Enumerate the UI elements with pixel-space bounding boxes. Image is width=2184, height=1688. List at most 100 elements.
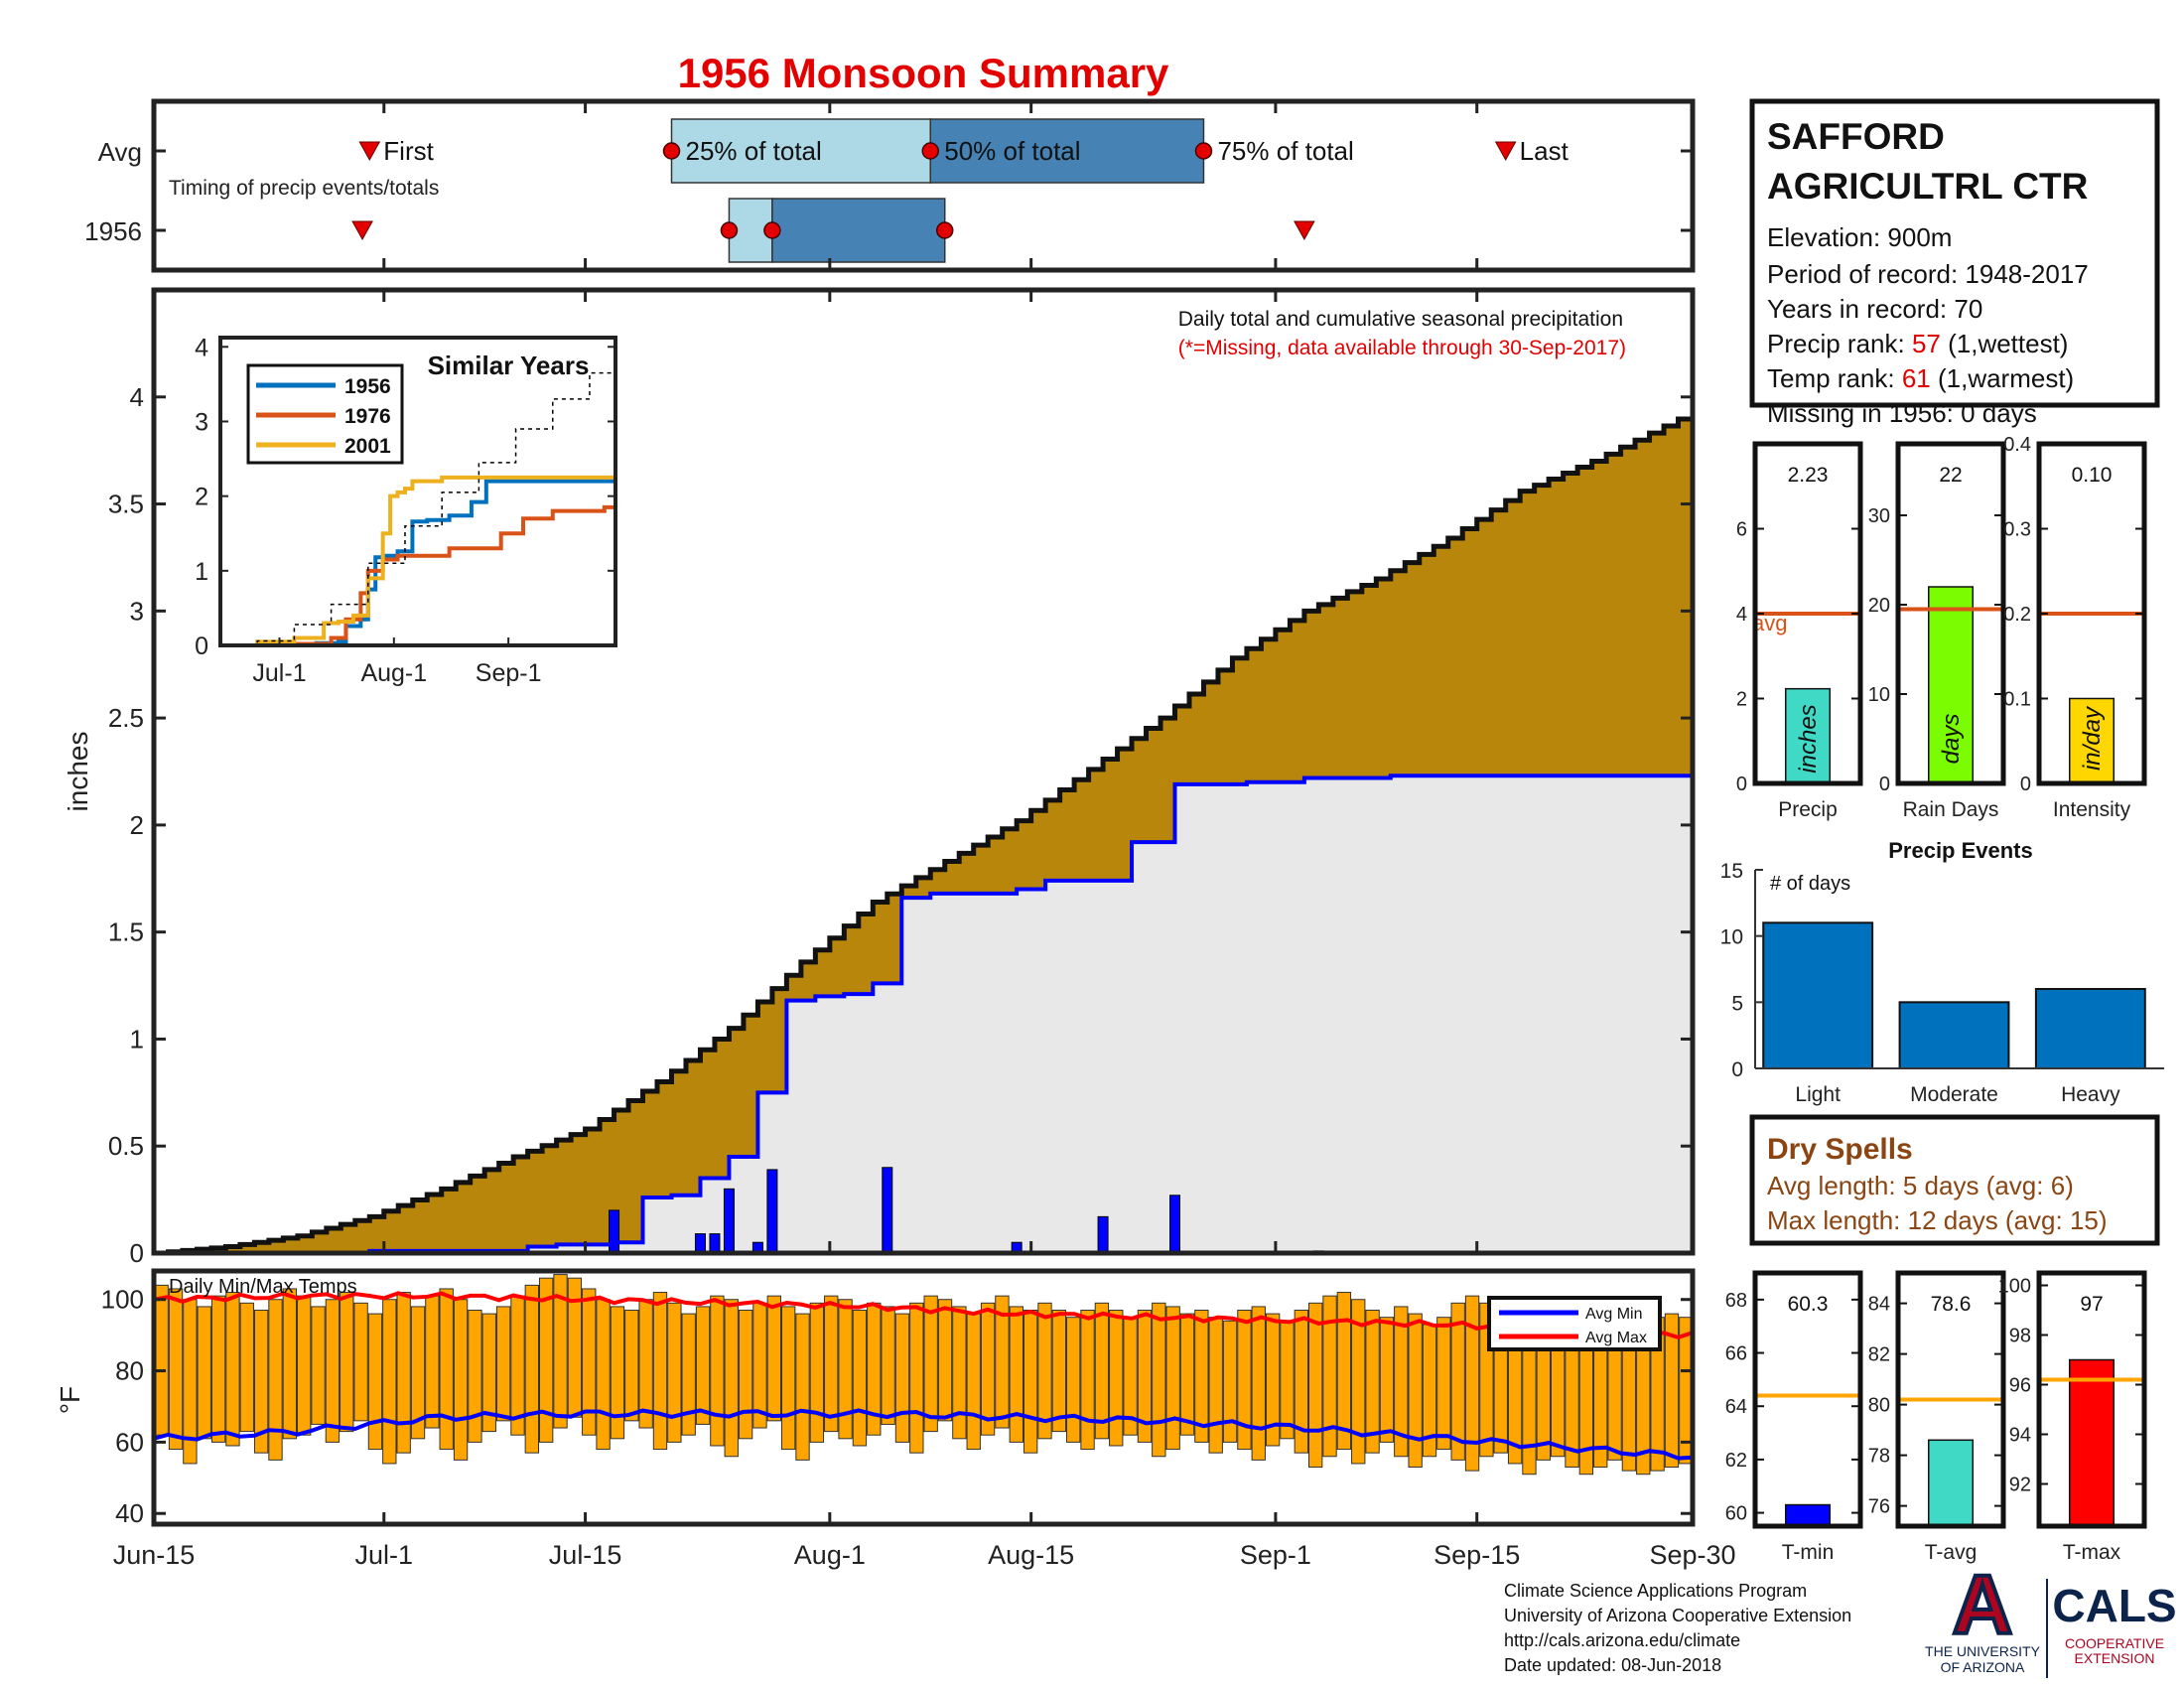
daily-temp-bar <box>681 1313 696 1436</box>
summary-panel-t-max: 92 94 96 98 100 97 T-max <box>1998 1270 2147 1564</box>
main-axes: 0 0.5 1 1.5 2 2.5 3 3.5 4 <box>108 290 1695 1268</box>
main-y-tick-label: 2.5 <box>108 703 144 733</box>
daily-temp-bar <box>396 1292 411 1454</box>
event-bar <box>2034 988 2146 1069</box>
panel-y-tick-label: 6 <box>1736 519 1747 541</box>
inset-x-tick-label: Jul-1 <box>252 659 306 687</box>
inset-legend-label: 2001 <box>344 435 391 458</box>
year-75-marker <box>935 221 954 239</box>
legend-avg-max-label: Avg Max <box>1585 1330 1647 1346</box>
avg-min-line <box>153 1408 1694 1461</box>
daily-temp-bar <box>582 1288 597 1436</box>
daily-temp-bar <box>1294 1310 1309 1454</box>
daily-precip-bar <box>723 1188 735 1254</box>
timing-frame <box>151 98 1696 273</box>
daily-temp-bar <box>995 1295 1010 1429</box>
daily-temp-bar <box>1450 1302 1465 1461</box>
daily-temp-bar <box>1194 1310 1209 1443</box>
panel-y-tick-label: 0.3 <box>2003 519 2031 541</box>
daily-temp-bar <box>154 1284 169 1436</box>
panel-y-tick-label: 66 <box>1725 1343 1747 1365</box>
panel-y-tick-label: 60 <box>1725 1503 1747 1525</box>
summary-panel-intensity: 0 0.1 0.2 0.3 0.4 0.10 in/day Intensity <box>2003 434 2147 821</box>
avg-first-marker <box>358 141 381 162</box>
daily-temp-bar <box>425 1295 440 1429</box>
timing-marks: First 25% of total 50% of total 75% of tota… <box>351 136 1570 241</box>
daily-temp-bar <box>1023 1310 1038 1454</box>
temp-y-label: °F <box>55 1386 85 1414</box>
daily-temp-bar <box>1009 1306 1024 1443</box>
daily-temp-bar <box>838 1299 853 1440</box>
daily-temp-bar <box>225 1292 240 1447</box>
main-y-label: inches <box>63 732 93 812</box>
daily-temp-bar <box>980 1302 996 1436</box>
event-category-label: Light <box>1795 1083 1841 1106</box>
daily-temp-bar <box>468 1310 482 1443</box>
event-bar <box>1898 1001 2010 1069</box>
daily-temp-bar <box>340 1292 354 1433</box>
daily-temp-bar <box>1365 1310 1380 1454</box>
daily-temp-bar <box>495 1306 511 1422</box>
daily-temp-bar <box>382 1299 397 1465</box>
inset-x-tick-label: Sep-1 <box>476 659 542 687</box>
station-frame <box>1749 98 2160 408</box>
panel-y-tick-label: 92 <box>2009 1475 2031 1496</box>
daily-temp-bar <box>1179 1313 1195 1436</box>
avg-max-line <box>153 1291 1694 1339</box>
daily-precip-bar <box>1097 1215 1109 1254</box>
daily-temp-bar <box>311 1306 326 1425</box>
daily-temp-bar <box>1152 1302 1166 1458</box>
station-name-line2: AGRICULTRL CTR <box>1767 166 2088 207</box>
daily-temp-bar <box>966 1313 981 1451</box>
x-tick-label: Jul-1 <box>355 1540 414 1570</box>
panel-avg-label: avg <box>1752 611 1787 635</box>
panel-category-label: Precip <box>1778 798 1838 821</box>
panel-frame <box>1895 1270 2006 1529</box>
temperature-chart: 40 60 80 100 Jun-15 Jul-1 Jul-15 Aug-1 Aug-15 Sep… <box>55 1268 1736 1570</box>
inset-title: Similar Years <box>428 351 590 380</box>
inset-y-tick-label: 1 <box>195 558 208 586</box>
daily-temp-bar <box>1280 1320 1295 1440</box>
station-missing: Missing in 1956: 0 days <box>1767 398 2037 428</box>
panel-value-label: 78.6 <box>1931 1293 1972 1316</box>
daily-temp-bar <box>253 1310 269 1454</box>
daily-temp-bar <box>268 1299 283 1461</box>
inset-y-tick-label: 3 <box>195 408 208 436</box>
daily-temp-bar <box>1436 1317 1451 1451</box>
temp-plot-area <box>153 1274 1694 1476</box>
panel-category-label: T-avg <box>1925 1541 1978 1564</box>
daily-temp-bar <box>1251 1306 1266 1461</box>
main-frame <box>151 287 1696 1256</box>
daily-temp-bar <box>168 1288 184 1451</box>
panel-y-tick-label: 80 <box>1868 1395 1890 1417</box>
daily-temp-bar <box>410 1306 426 1440</box>
panel-y-tick-label: 0 <box>1736 774 1747 795</box>
legend-avg-min-label: Avg Min <box>1585 1306 1643 1323</box>
temp-legend-frame <box>1487 1296 1662 1351</box>
panel-y-tick-label: 100 <box>1998 1276 2031 1298</box>
footer-credits: Climate Science Applications Program Uni… <box>1504 1581 1851 1675</box>
avg-cumulative-line <box>154 411 1696 1256</box>
panel-unit-label: days <box>1938 714 1965 765</box>
daily-temp-bar <box>909 1302 924 1454</box>
events-y-tick-label: 15 <box>1720 860 1743 883</box>
daily-temp-bar <box>1208 1317 1223 1454</box>
summary-panel-t-min: 60 62 64 66 68 60.3 T-min <box>1725 1270 1863 1564</box>
daily-temp-bar <box>1408 1313 1423 1469</box>
footer-line1: Climate Science Applications Program <box>1504 1581 1807 1601</box>
footer-line3: http://cals.arizona.edu/climate <box>1504 1630 1740 1650</box>
daily-temp-bar <box>353 1302 368 1422</box>
daily-temp-bar <box>738 1310 753 1440</box>
event-bar <box>1762 921 1874 1069</box>
x-tick-label: Sep-1 <box>1240 1540 1311 1570</box>
daily-temp-bar <box>539 1277 554 1443</box>
panel-value-label: 0.10 <box>2072 464 2113 487</box>
daily-temp-bar <box>524 1284 539 1454</box>
daily-temp-bar <box>824 1295 839 1433</box>
daily-temp-bar <box>1037 1302 1052 1440</box>
precip-summary-panels: avg 0 2 4 6 2.23 inches Precip 0 10 20 30 22 days Rain… <box>1736 434 2147 821</box>
events-y-tick-label: 0 <box>1731 1058 1743 1081</box>
daily-temp-bar <box>710 1295 725 1447</box>
panel-category-label: Intensity <box>2053 798 2131 821</box>
daily-temp-bar <box>367 1313 383 1451</box>
